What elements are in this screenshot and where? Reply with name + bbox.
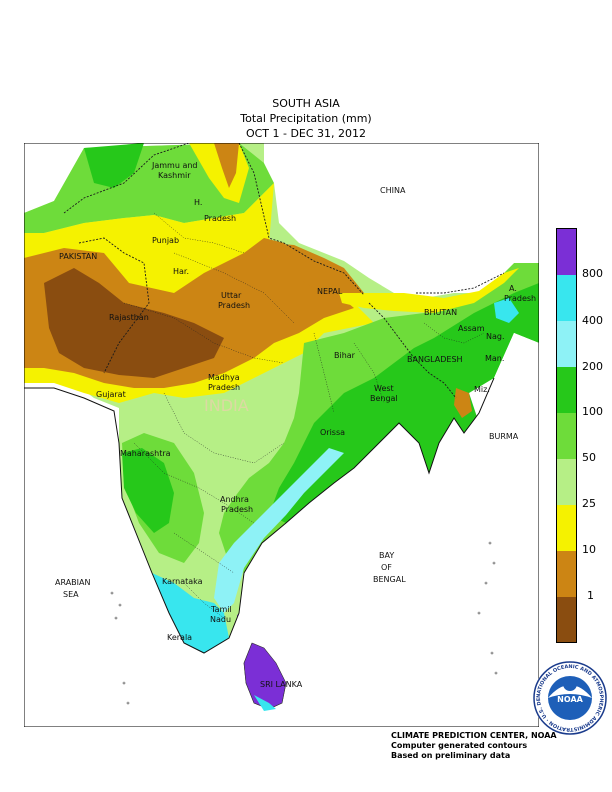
map-title: SOUTH ASIA (272, 97, 340, 110)
label-manipur: Man. (485, 354, 504, 363)
precipitation-legend (556, 228, 577, 643)
noaa-logo: NATIONAL OCEANIC AND ATMOSPHERIC ADMINIS… (532, 660, 607, 735)
legend-tick-800: 800 (582, 267, 603, 280)
label-jammu-kashmir-1: Jammu and (151, 161, 198, 170)
legend-swatch-100-200 (557, 367, 576, 413)
label-rajasthan: Rajasthan (109, 313, 149, 322)
label-arabian-sea-2: SEA (63, 590, 79, 599)
label-himachal-2: Pradesh (204, 214, 236, 223)
legend-tick-50: 50 (582, 451, 596, 464)
label-mp-2: Pradesh (208, 383, 240, 392)
legend-swatch-50-100 (557, 413, 576, 459)
legend-swatch-200-400 (557, 321, 576, 367)
precipitation-map: INDIA CHINA PAKISTAN NEPAL BHUTAN BANGLA… (24, 143, 539, 727)
label-china: CHINA (380, 186, 406, 195)
label-arunachal-1: A. (509, 284, 517, 293)
legend-swatch-800-plus (557, 229, 576, 275)
label-sri-lanka: SRI LANKA (260, 680, 303, 689)
legend-tick-100: 100 (582, 405, 603, 418)
map-subtitle: Total Precipitation (mm) (240, 112, 372, 125)
legend-tick-400: 400 (582, 314, 603, 327)
label-bay-3: BENGAL (373, 575, 406, 584)
label-kerala: Kerala (167, 633, 192, 642)
label-bay-1: BAY (379, 551, 394, 560)
legend-tick-10: 10 (582, 543, 596, 556)
label-gujarat: Gujarat (96, 390, 126, 399)
label-jammu-kashmir-2: Kashmir (158, 171, 191, 180)
legend-swatch-10-25 (557, 505, 576, 551)
label-pakistan: PAKISTAN (59, 252, 97, 261)
label-burma: BURMA (489, 432, 519, 441)
label-arunachal-2: Pradesh (504, 294, 536, 303)
label-bhutan: BHUTAN (424, 308, 457, 317)
label-tamil-nadu-2: Nadu (210, 615, 231, 624)
label-maharashtra: Maharashtra (120, 449, 171, 458)
label-west-bengal-1: West (374, 384, 394, 393)
map-date-range: OCT 1 - DEC 31, 2012 (245, 127, 367, 140)
label-arabian-sea-1: ARABIAN (55, 578, 91, 587)
label-nagaland: Nag. (486, 332, 505, 341)
label-tamil-nadu-1: Tamil (210, 605, 232, 614)
label-nepal: NEPAL (317, 287, 343, 296)
legend-swatch-below-1 (557, 597, 576, 642)
label-assam: Assam (458, 324, 485, 333)
label-up-1: Uttar (221, 291, 242, 300)
label-orissa: Orissa (320, 428, 345, 437)
legend-swatch-400-800 (557, 275, 576, 321)
label-ap-2: Pradesh (221, 505, 253, 514)
credit-line-2: Computer generated contours (391, 741, 528, 750)
label-karnataka: Karnataka (162, 577, 203, 586)
legend-swatch-25-50 (557, 459, 576, 505)
credit-line-3: Based on preliminary data (391, 751, 511, 760)
legend-swatch-1-10 (557, 551, 576, 597)
label-punjab: Punjab (152, 236, 179, 245)
label-bangladesh: BANGLADESH (407, 355, 463, 364)
label-haryana: Har. (173, 267, 189, 276)
label-ap-1: Andhra (220, 495, 249, 504)
label-bay-2: OF (381, 563, 392, 572)
label-mizoram: Miz. (474, 385, 490, 394)
legend-tick-1: 1 (587, 589, 594, 602)
label-up-2: Pradesh (218, 301, 250, 310)
legend-tick-25: 25 (582, 497, 596, 510)
legend-tick-200: 200 (582, 360, 603, 373)
credit-line-1: CLIMATE PREDICTION CENTER, NOAA (391, 731, 557, 740)
label-mp-1: Madhya (208, 373, 240, 382)
label-bihar: Bihar (334, 351, 356, 360)
label-west-bengal-2: Bengal (370, 394, 398, 403)
india-watermark: INDIA (204, 396, 249, 415)
label-himachal-1: H. (194, 198, 202, 207)
noaa-logo-text: NOAA (557, 695, 583, 704)
